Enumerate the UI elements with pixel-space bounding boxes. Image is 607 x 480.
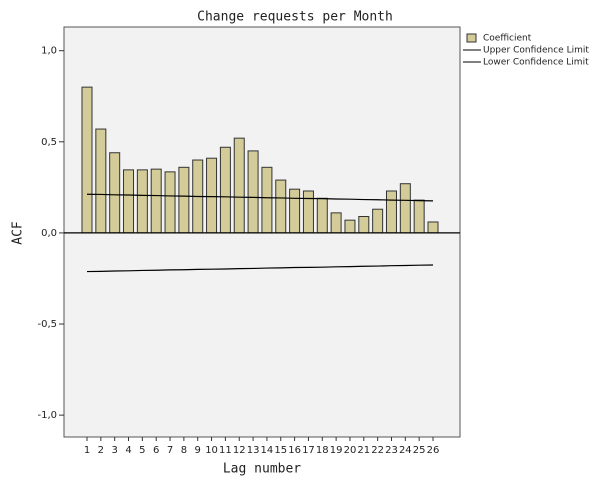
x-tick-label: 9 <box>195 445 201 456</box>
x-tick-label: 23 <box>385 445 398 456</box>
bar <box>95 128 107 234</box>
x-tick-label: 3 <box>111 445 117 456</box>
bar <box>289 188 301 234</box>
bar <box>330 212 342 234</box>
x-tick-label: 4 <box>125 445 131 456</box>
bar <box>109 152 121 234</box>
x-tick-label: 1 <box>84 445 90 456</box>
bar <box>206 157 218 234</box>
x-tick-label: 10 <box>205 445 218 456</box>
legend-label: Coefficient <box>483 34 532 44</box>
bar <box>427 221 439 234</box>
bar <box>164 171 176 234</box>
x-tick-label: 12 <box>233 445 246 456</box>
bar <box>81 86 93 234</box>
x-tick-label: 20 <box>344 445 357 456</box>
y-tick-label: -1,0 <box>37 410 57 421</box>
confidence-line <box>86 264 434 273</box>
x-tick-label: 14 <box>261 445 274 456</box>
chart-title: Change requests per Month <box>197 10 393 25</box>
bar <box>136 169 148 234</box>
bar <box>233 137 245 234</box>
bar <box>385 190 397 234</box>
x-tick-label: 15 <box>274 445 287 456</box>
bar <box>344 219 356 234</box>
x-tick-label: 5 <box>139 445 145 456</box>
y-tick-label: 0,0 <box>41 228 57 239</box>
bar <box>123 169 135 234</box>
x-tick-label: 8 <box>181 445 187 456</box>
y-axis-label: ACF <box>11 221 26 245</box>
x-tick-label: 21 <box>357 445 370 456</box>
x-tick-label: 19 <box>330 445 343 456</box>
x-tick-label: 17 <box>302 445 315 456</box>
bar <box>316 197 328 234</box>
bar <box>372 208 384 234</box>
bar <box>358 216 370 234</box>
x-axis-label: Lag number <box>223 462 301 477</box>
bar <box>150 168 162 234</box>
x-tick-label: 6 <box>153 445 159 456</box>
bar <box>219 146 231 234</box>
x-tick-label: 22 <box>371 445 384 456</box>
x-tick-label: 26 <box>427 445 440 456</box>
y-tick-label: -0,5 <box>37 319 57 330</box>
legend-label: Upper Confidence Limit <box>483 46 589 56</box>
x-tick-label: 13 <box>247 445 260 456</box>
x-tick-label: 18 <box>316 445 329 456</box>
bar <box>261 166 273 234</box>
bar <box>275 179 287 234</box>
bar <box>302 190 314 234</box>
bar <box>247 150 259 234</box>
x-tick-label: 2 <box>98 445 104 456</box>
x-tick-label: 11 <box>219 445 232 456</box>
bar <box>413 199 425 234</box>
bar <box>178 166 190 234</box>
y-tick-label: 0,5 <box>41 137 57 148</box>
legend-label: Lower Confidence Limit <box>483 58 589 68</box>
x-tick-label: 16 <box>288 445 301 456</box>
x-tick-label: 7 <box>167 445 173 456</box>
y-tick-label: 1,0 <box>41 46 57 57</box>
legend-swatch <box>466 33 477 43</box>
x-tick-label: 25 <box>413 445 426 456</box>
x-tick-label: 24 <box>399 445 412 456</box>
bar <box>399 183 411 234</box>
confidence-line <box>86 193 434 202</box>
